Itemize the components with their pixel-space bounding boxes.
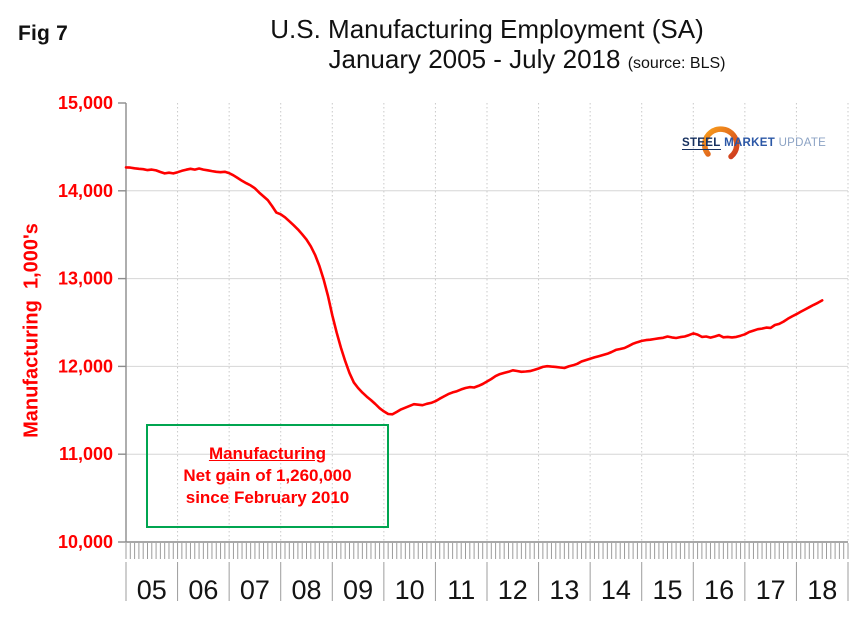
year-label: 18 <box>807 575 837 605</box>
year-label: 11 <box>447 575 475 605</box>
figure-number-label: Fig 7 <box>18 22 69 45</box>
annotation-line2: Net gain of 1,260,000 <box>183 466 352 485</box>
chart-subtitle: January 2005 - July 2018 (source: BLS) <box>166 44 857 79</box>
year-label: 15 <box>652 575 682 605</box>
logo-swoosh-icon <box>702 126 740 160</box>
logo-word-update: UPDATE <box>778 137 827 149</box>
year-label: 09 <box>343 575 373 605</box>
logo-word-market: MARKET <box>724 137 776 149</box>
y-tick-label: 15,000 <box>58 93 113 113</box>
year-label: 05 <box>137 575 167 605</box>
year-label: 08 <box>291 575 321 605</box>
manufacturing-employment-line <box>124 166 824 416</box>
year-label: 10 <box>395 575 425 605</box>
chart-subtitle-range: January 2005 - July 2018 <box>328 44 621 74</box>
y-tick-label: 13,000 <box>58 269 113 289</box>
year-label: 12 <box>498 575 528 605</box>
y-tick-label: 11,000 <box>59 444 113 464</box>
net-gain-annotation-box: Manufacturing Net gain of 1,260,000 sinc… <box>146 424 389 528</box>
y-axis-title: Manufacturing 1,000's <box>20 223 43 438</box>
y-tick-label: 12,000 <box>58 356 113 376</box>
year-label: 16 <box>704 575 734 605</box>
annotation-heading: Manufacturing <box>208 444 327 463</box>
source-note: (source: BLS) <box>627 55 726 72</box>
annotation-line3: since February 2010 <box>185 488 350 507</box>
chart-title-block: U.S. Manufacturing Employment (SA) Janua… <box>126 14 848 79</box>
year-label: 14 <box>601 575 631 605</box>
year-label: 07 <box>240 575 270 605</box>
logo-wordmark: STEEL MARKET UPDATE <box>682 137 827 150</box>
year-label: 17 <box>756 575 786 605</box>
y-tick-label: 14,000 <box>58 181 113 201</box>
year-label: 06 <box>188 575 218 605</box>
year-label: 13 <box>549 575 579 605</box>
steel-market-update-logo: STEEL MARKET UPDATE <box>676 124 826 166</box>
logo-word-steel: STEEL <box>682 137 721 150</box>
chart-title: U.S. Manufacturing Employment (SA) <box>270 14 704 44</box>
y-tick-label: 10,000 <box>58 532 113 552</box>
